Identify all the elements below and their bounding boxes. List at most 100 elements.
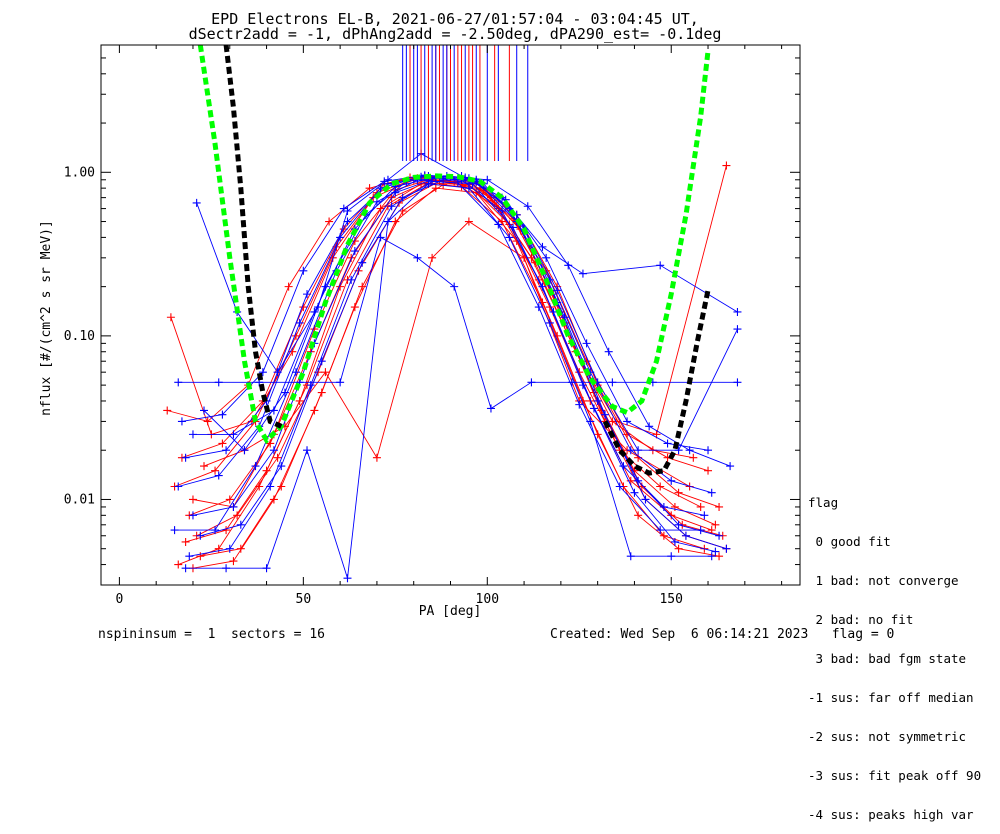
red-flux-curve (192, 187, 720, 569)
blue-data-point (188, 430, 197, 439)
legend-item: -1 sus: far off median (808, 690, 974, 705)
red-data-point (715, 502, 724, 511)
red-data-point (284, 282, 293, 291)
red-data-point (711, 520, 720, 529)
legend-item: -3 sus: fit peak off 90 (808, 768, 982, 783)
blue-data-point (303, 446, 312, 455)
blue-data-point (336, 378, 345, 387)
blue-data-point (626, 446, 635, 455)
red-data-point (222, 526, 231, 535)
blue-data-point (214, 471, 223, 480)
blue-data-point (523, 202, 532, 211)
blue-data-point (269, 446, 278, 455)
plot-area (163, 45, 742, 583)
blue-data-point (350, 247, 359, 256)
blue-data-point (229, 430, 238, 439)
red-data-point (163, 406, 172, 415)
blue-data-point (192, 198, 201, 207)
x-tick-label: 100 (476, 592, 499, 607)
blue-data-point (564, 261, 573, 270)
red-data-point (218, 439, 227, 448)
red-data-point (262, 466, 271, 475)
red-flux-curve (196, 180, 723, 537)
red-data-point (667, 511, 676, 520)
blue-data-point (280, 388, 289, 397)
blue-data-point (575, 400, 584, 409)
blue-data-point (659, 502, 668, 511)
red-data-point (696, 502, 705, 511)
blue-data-point (303, 290, 312, 299)
blue-data-point (696, 526, 705, 535)
blue-data-point (726, 462, 735, 471)
blue-data-point (733, 325, 742, 334)
blue-data-point (424, 179, 433, 188)
blue-data-point (589, 404, 598, 413)
red-data-point (255, 482, 264, 491)
blue-data-point (185, 552, 194, 561)
blue-data-point (608, 378, 617, 387)
blue-data-point (634, 446, 643, 455)
blue-data-point (214, 378, 223, 387)
series-layer (163, 45, 742, 583)
red-data-point (553, 331, 562, 340)
blue-data-point (656, 261, 665, 270)
blue-data-point (582, 339, 591, 348)
blue-data-point (656, 526, 665, 535)
blue-data-point (626, 552, 635, 561)
green-fit-curve (197, 45, 711, 445)
blue-data-point (641, 495, 650, 504)
red-data-point (428, 253, 437, 262)
red-data-point (586, 396, 595, 405)
blue-data-point (376, 233, 385, 242)
blue-data-point (251, 462, 260, 471)
blue-data-point (262, 564, 271, 573)
blue-data-point (229, 502, 238, 511)
red-data-point (704, 466, 713, 475)
blue-data-point (383, 217, 392, 226)
blue-data-point (663, 439, 672, 448)
red-data-point (229, 557, 238, 566)
red-data-point (634, 511, 643, 520)
blue-data-point (273, 368, 282, 377)
x-tick-label: 0 (115, 592, 123, 607)
blue-data-point (174, 482, 183, 491)
legend-item: 1 bad: not converge (808, 573, 959, 588)
blue-data-point (170, 526, 179, 535)
red-data-point (211, 466, 220, 475)
legend-item: -2 sus: not symmetric (808, 729, 967, 744)
blue-data-point (707, 488, 716, 497)
blue-data-point (222, 564, 231, 573)
flag-legend: flag 0 good fit 1 bad: not converge 2 ba… (808, 470, 981, 834)
blue-data-point (527, 378, 536, 387)
blue-data-point (681, 531, 690, 540)
blue-data-point (343, 217, 352, 226)
blue-data-point (258, 368, 267, 377)
blue-data-point (715, 531, 724, 540)
y-axis-label: nflux [#/(cm^2 s sr MeV)] (39, 220, 54, 416)
blue-data-point (266, 482, 275, 491)
blue-data-point (380, 177, 389, 186)
legend-item: -4 sus: peaks high var (808, 807, 974, 822)
red-data-point (656, 482, 665, 491)
blue-data-point (704, 446, 713, 455)
blue-data-point (383, 175, 392, 184)
blue-data-point (188, 511, 197, 520)
red-data-point (269, 495, 278, 504)
blue-data-point (317, 357, 326, 366)
blue-flux-curve (193, 176, 738, 451)
footer-sector-info: nspininsum = 1 sectors = 16 (98, 627, 325, 642)
legend-item: 2 bad: no fit (808, 612, 914, 627)
red-flux-curve (189, 179, 716, 526)
legend-title: flag (808, 495, 839, 510)
blue-data-point (674, 520, 683, 529)
blue-data-point (295, 318, 304, 327)
red-data-point (325, 217, 334, 226)
blue-data-point (453, 179, 462, 188)
blue-data-point (486, 404, 495, 413)
red-data-point (674, 488, 683, 497)
red-data-point (181, 537, 190, 546)
red-data-point (196, 552, 205, 561)
blue-data-point (674, 446, 683, 455)
red-data-point (707, 526, 716, 535)
blue-data-point (722, 544, 731, 553)
